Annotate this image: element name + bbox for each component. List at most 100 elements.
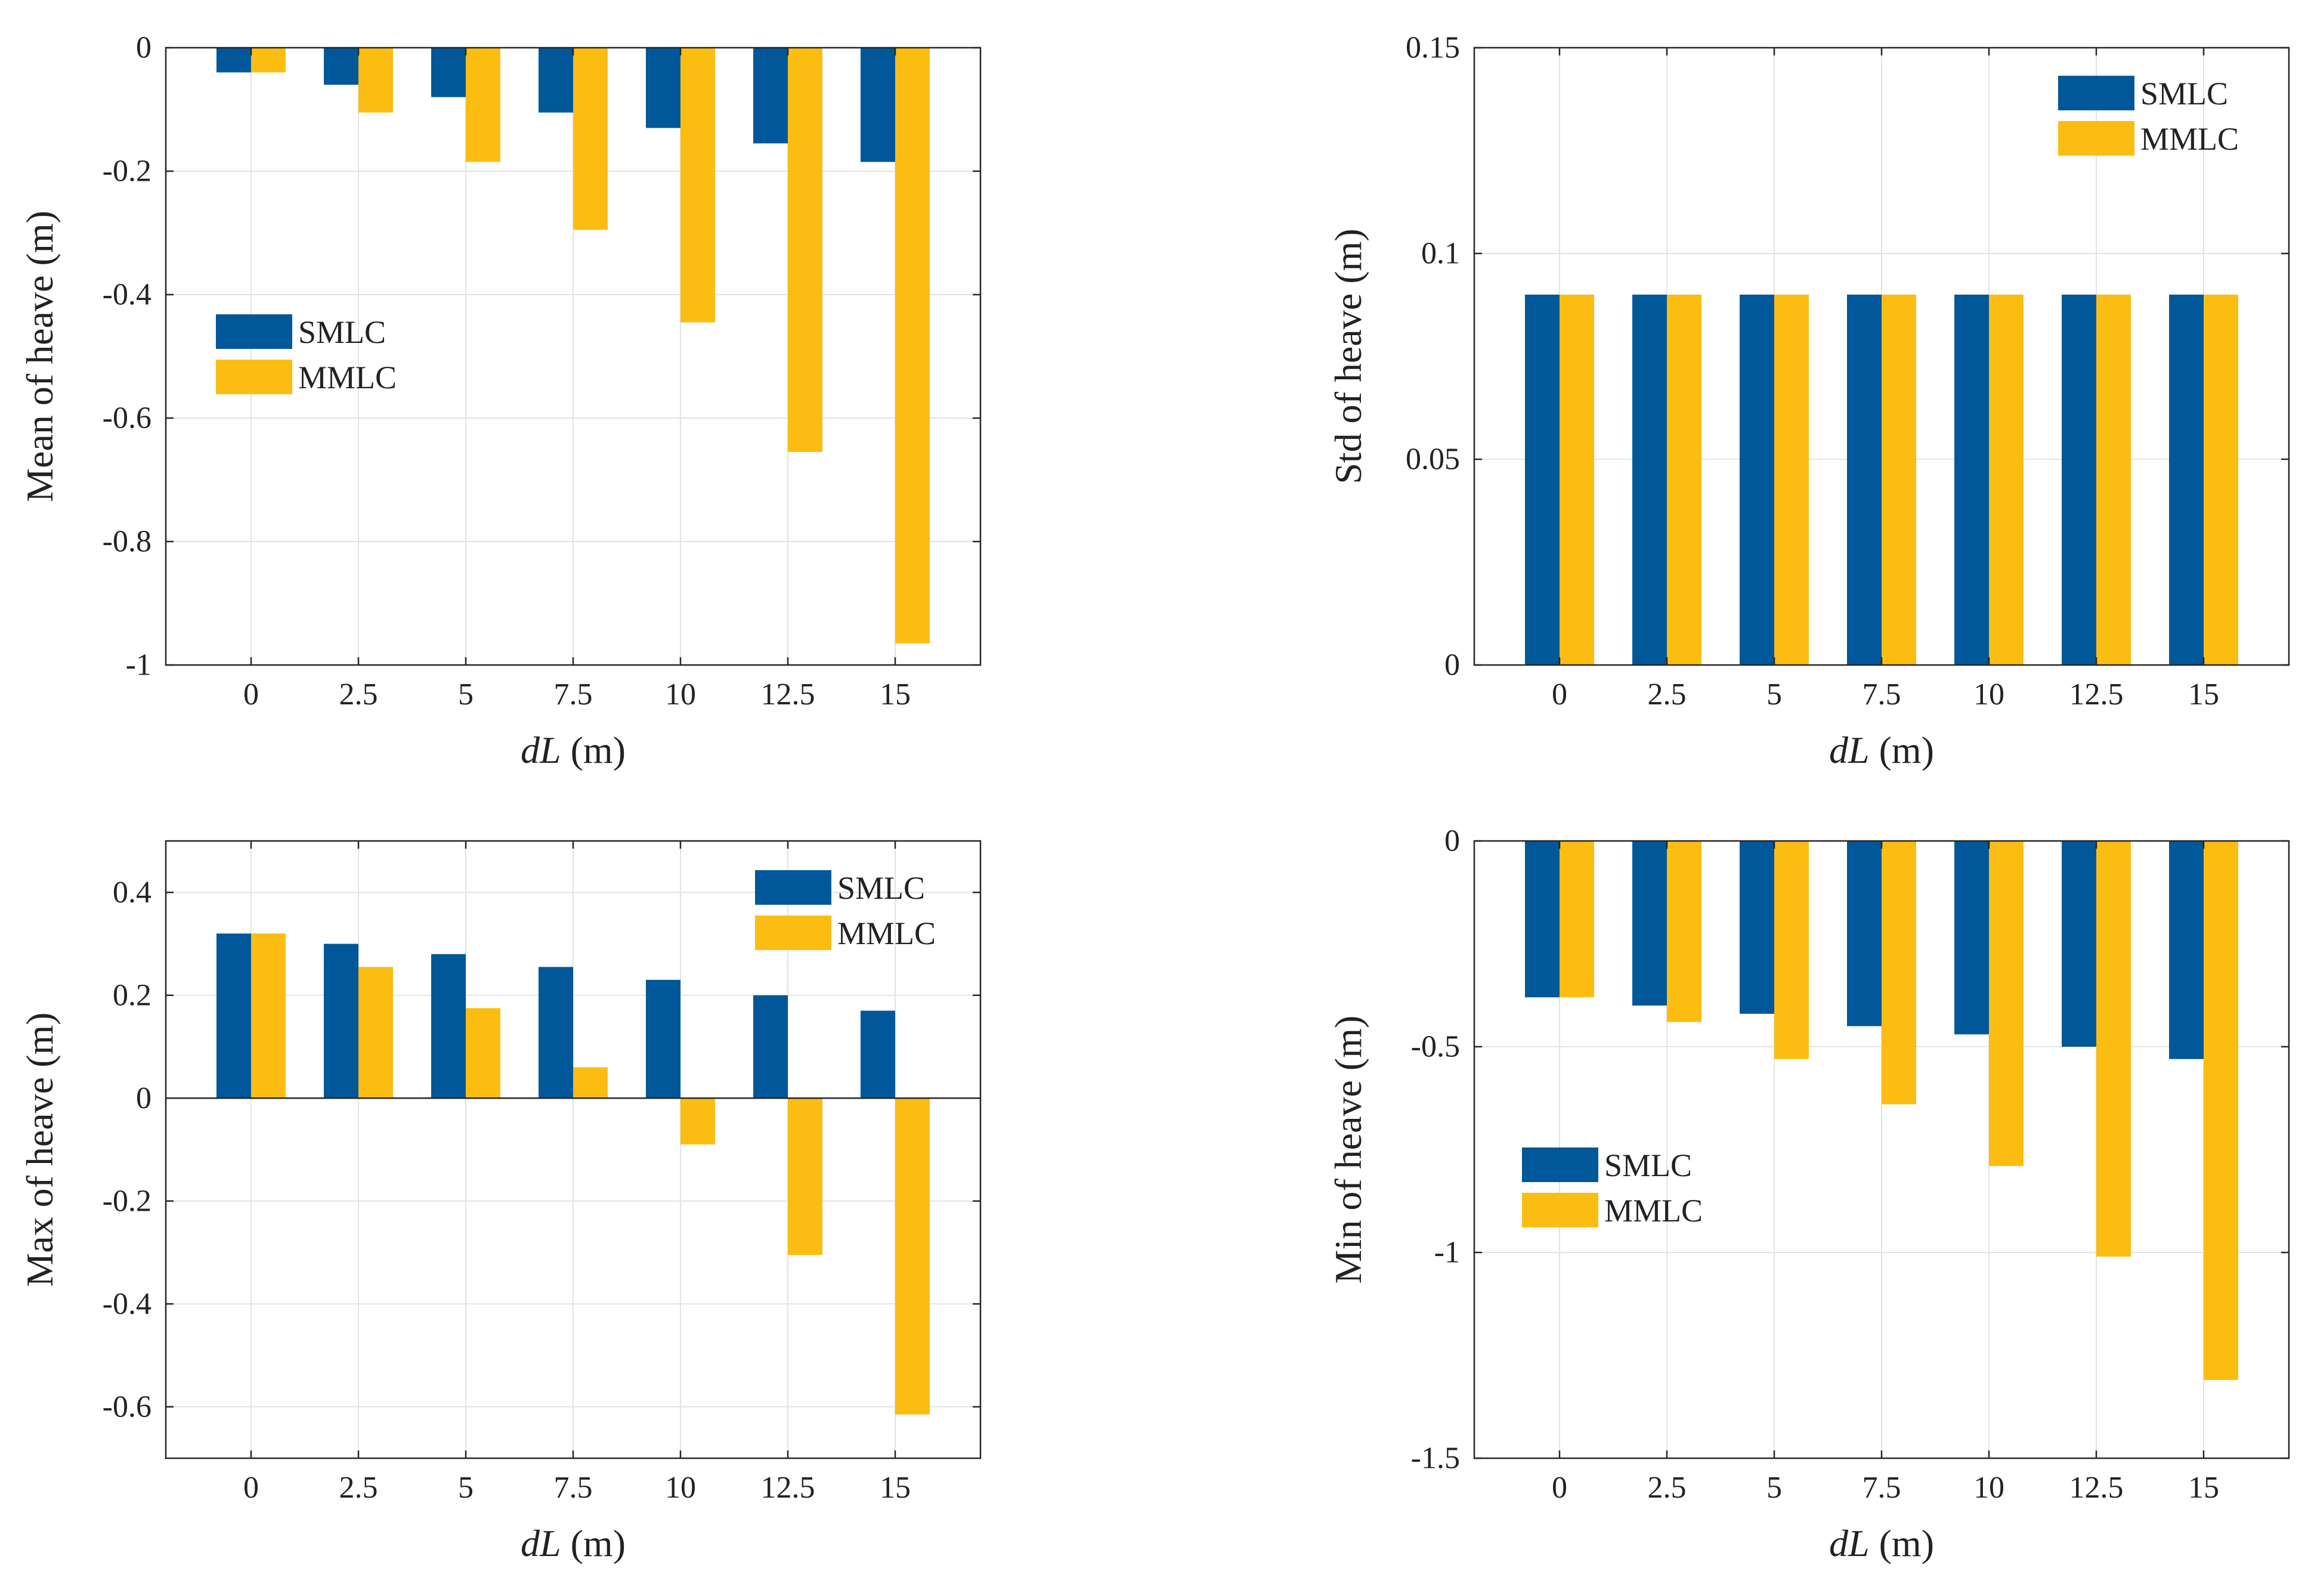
x-axis-label: dL (m) bbox=[1829, 729, 1934, 771]
bar-mmlc bbox=[1667, 295, 1701, 665]
legend-label-mmlc: MMLC bbox=[1604, 1193, 1703, 1229]
x-tick-label: 0 bbox=[1552, 1471, 1567, 1505]
bar-mmlc bbox=[1774, 295, 1809, 665]
legend-label-mmlc: MMLC bbox=[2140, 121, 2239, 157]
x-tick-label: 5 bbox=[458, 678, 474, 712]
x-axis-label: dL (m) bbox=[521, 729, 626, 771]
bar-smlc bbox=[1632, 841, 1667, 1006]
subplot-std-of-heave: 0 0.05 0.1 0.15 0 2.5 5 7.5 10 12.5 15 dL (m) Std of… bbox=[1327, 31, 2290, 771]
x-tick-label: 2.5 bbox=[1648, 1471, 1687, 1505]
legend-label-smlc: SMLC bbox=[2140, 76, 2228, 112]
y-axis-label: Max of heave (m) bbox=[18, 1012, 61, 1286]
bar-smlc bbox=[324, 48, 358, 85]
bar-smlc bbox=[753, 995, 788, 1099]
bar-mmlc bbox=[251, 933, 286, 1099]
x-tick-label: 10 bbox=[1973, 678, 2004, 712]
x-axis-label-unit: (m) bbox=[561, 729, 626, 771]
bar-mmlc bbox=[573, 48, 608, 230]
bar-mmlc bbox=[1560, 295, 1594, 665]
x-tick-label: 12.5 bbox=[761, 678, 815, 712]
legend-swatch-smlc bbox=[1522, 1147, 1598, 1182]
bar-smlc bbox=[324, 944, 358, 1099]
bar-mmlc bbox=[895, 1098, 930, 1415]
y-tick-label: 0 bbox=[136, 31, 151, 65]
x-tick-label: 0 bbox=[1552, 678, 1567, 712]
x-tick-label: 15 bbox=[2188, 1471, 2219, 1505]
legend-label-smlc: SMLC bbox=[298, 314, 386, 350]
bar-smlc bbox=[1847, 841, 1882, 1026]
y-tick-label: -0.5 bbox=[1411, 1030, 1460, 1064]
x-tick-label: 5 bbox=[1766, 678, 1782, 712]
x-tick-label: 5 bbox=[1766, 1471, 1782, 1505]
bar-mmlc bbox=[466, 48, 500, 162]
legend-swatch-mmlc bbox=[755, 915, 831, 950]
bar-mmlc bbox=[1560, 841, 1594, 998]
legend-swatch-smlc bbox=[216, 314, 292, 349]
legend-swatch-smlc bbox=[755, 870, 831, 905]
bar-mmlc bbox=[573, 1067, 608, 1099]
bar-mmlc bbox=[2096, 295, 2131, 665]
bar-smlc bbox=[216, 933, 251, 1099]
bar-smlc bbox=[753, 48, 788, 144]
bar-smlc bbox=[1525, 841, 1560, 998]
bar-smlc bbox=[1740, 841, 1774, 1014]
legend: SMLC MMLC bbox=[2058, 76, 2239, 157]
legend-swatch-mmlc bbox=[216, 360, 292, 394]
y-tick-label: 0 bbox=[1444, 648, 1460, 682]
x-tick-label: 12.5 bbox=[2069, 678, 2124, 712]
legend-label-mmlc: MMLC bbox=[298, 360, 397, 395]
y-tick-label: -0.6 bbox=[103, 401, 151, 435]
bar-mmlc bbox=[680, 1098, 715, 1145]
bar-smlc bbox=[1525, 295, 1560, 665]
bar-smlc bbox=[861, 48, 895, 162]
bar-mmlc bbox=[680, 48, 715, 323]
bar-mmlc bbox=[358, 967, 393, 1099]
x-tick-label: 7.5 bbox=[1863, 1471, 1901, 1505]
bar-smlc bbox=[2062, 841, 2096, 1047]
y-tick-label: -0.2 bbox=[103, 154, 151, 188]
bar-smlc bbox=[2169, 841, 2204, 1059]
bar-smlc bbox=[646, 979, 680, 1099]
x-axis-label: dL (m) bbox=[521, 1522, 626, 1564]
x-tick-label: 2.5 bbox=[339, 678, 378, 712]
subplot-max-of-heave: 0.4 0.2 0 -0.2 -0.4 -0.6 0 2.5 5 7.5 10 12.5 15 dL (m… bbox=[18, 840, 982, 1564]
x-tick-label: 15 bbox=[2188, 678, 2219, 712]
bar-mmlc bbox=[895, 48, 930, 644]
y-axis-label: Std of heave (m) bbox=[1327, 228, 1369, 484]
bar-smlc bbox=[431, 48, 466, 97]
x-tick-label: 10 bbox=[665, 1471, 696, 1505]
y-tick-label: -0.4 bbox=[103, 1287, 151, 1321]
bar-smlc bbox=[1847, 295, 1882, 665]
bar-mmlc bbox=[2204, 841, 2238, 1380]
bar-mmlc bbox=[788, 48, 822, 452]
bar-smlc bbox=[2169, 295, 2204, 665]
y-axis-label: Min of heave (m) bbox=[1327, 1016, 1369, 1284]
bar-smlc bbox=[1954, 841, 1989, 1035]
x-tick-label: 2.5 bbox=[339, 1471, 378, 1505]
x-tick-label: 7.5 bbox=[554, 1471, 593, 1505]
y-tick-label: -0.8 bbox=[103, 525, 151, 559]
x-tick-label: 0 bbox=[243, 1471, 259, 1505]
legend-swatch-mmlc bbox=[1522, 1193, 1598, 1227]
x-tick-label: 0 bbox=[243, 678, 259, 712]
bar-smlc bbox=[431, 954, 466, 1099]
bar-mmlc bbox=[1989, 295, 2024, 665]
bar-mmlc bbox=[466, 1008, 500, 1099]
y-tick-label: -0.6 bbox=[103, 1390, 151, 1424]
bar-smlc bbox=[1632, 295, 1667, 665]
bar-smlc bbox=[646, 48, 680, 128]
y-tick-label: 0 bbox=[1444, 824, 1460, 858]
bar-smlc bbox=[861, 1010, 895, 1099]
x-tick-label: 15 bbox=[880, 678, 911, 712]
x-axis-label-unit: (m) bbox=[1870, 1522, 1934, 1564]
y-tick-label: 0 bbox=[136, 1081, 151, 1115]
x-tick-label: 10 bbox=[665, 678, 696, 712]
y-tick-label: -1 bbox=[1434, 1236, 1460, 1270]
x-tick-label: 10 bbox=[1973, 1471, 2004, 1505]
x-tick-label: 15 bbox=[880, 1471, 911, 1505]
bar-mmlc bbox=[358, 48, 393, 113]
y-axis-label: Mean of heave (m) bbox=[18, 211, 61, 502]
y-tick-label: 0.4 bbox=[113, 876, 151, 910]
x-tick-label: 5 bbox=[458, 1471, 474, 1505]
